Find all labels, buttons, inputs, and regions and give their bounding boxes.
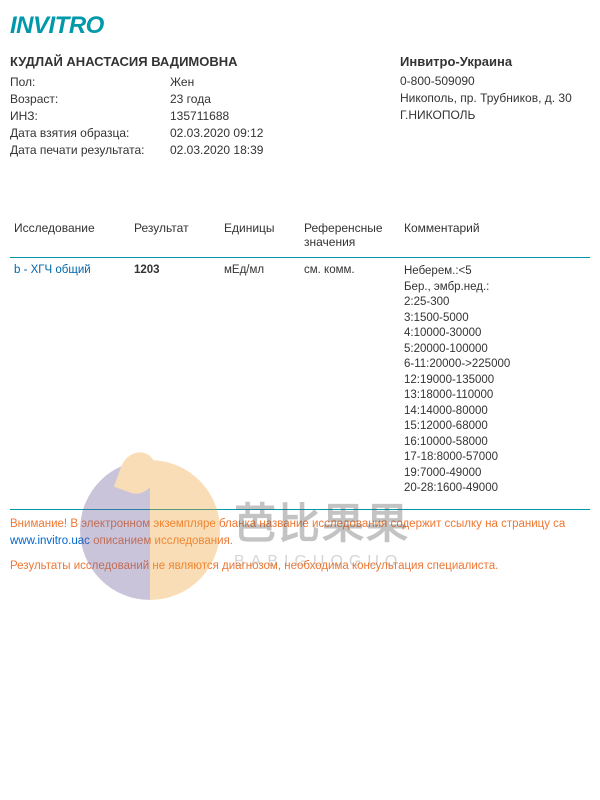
footer-separator xyxy=(10,509,590,510)
col-units: Единицы xyxy=(220,217,300,258)
col-test: Исследование xyxy=(10,217,130,258)
footer-link-suffix: описанием исследования. xyxy=(90,535,233,547)
org-address1: Никополь, пр. Трубников, д. 30 xyxy=(400,90,590,107)
cell-result: 1203 xyxy=(130,258,220,503)
inz-label: ИНЗ: xyxy=(10,109,170,123)
sex-value: Жен xyxy=(170,75,400,89)
brand-logo: INVITRO xyxy=(10,12,590,40)
footer-link[interactable]: www.invitro.uac xyxy=(10,535,90,547)
results-table-wrap: Исследование Результат Единицы Референсн… xyxy=(10,217,590,572)
patient-info-grid: Пол: Жен Возраст: 23 года ИНЗ: 135711688… xyxy=(10,75,400,157)
sex-label: Пол: xyxy=(10,75,170,89)
sample-date-value: 02.03.2020 09:12 xyxy=(170,126,400,140)
cell-ref: см. комм. xyxy=(300,258,400,503)
cell-units: мЕд/мл xyxy=(220,258,300,503)
cell-test: b - ХГЧ общий xyxy=(10,258,130,503)
results-table: Исследование Результат Единицы Референсн… xyxy=(10,217,590,503)
table-header-row: Исследование Результат Единицы Референсн… xyxy=(10,217,590,258)
org-address2: Г.НИКОПОЛЬ xyxy=(400,107,590,124)
org-name: Инвитро-Украина xyxy=(400,54,590,69)
col-ref: Референсные значения xyxy=(300,217,400,258)
sample-date-label: Дата взятия образца: xyxy=(10,126,170,140)
inz-value: 135711688 xyxy=(170,109,400,123)
org-phone: 0-800-509090 xyxy=(400,73,590,90)
patient-block: КУДЛАЙ АНАСТАСИЯ ВАДИМОВНА Пол: Жен Возр… xyxy=(10,54,400,157)
header-section: КУДЛАЙ АНАСТАСИЯ ВАДИМОВНА Пол: Жен Возр… xyxy=(10,54,590,157)
patient-name: КУДЛАЙ АНАСТАСИЯ ВАДИМОВНА xyxy=(10,54,400,69)
warn-text: В электронном экземпляре бланка название… xyxy=(67,518,565,530)
footer-warning: Внимание! В электронном экземпляре бланк… xyxy=(10,516,590,551)
age-label: Возраст: xyxy=(10,92,170,106)
cell-comment: Неберем.:<5 Бер., эмбр.нед.: 2:25-300 3:… xyxy=(400,258,590,503)
age-value: 23 года xyxy=(170,92,400,106)
warn-prefix: Внимание! xyxy=(10,518,67,530)
col-result: Результат xyxy=(130,217,220,258)
col-comment: Комментарий xyxy=(400,217,590,258)
print-date-label: Дата печати результата: xyxy=(10,143,170,157)
footer-disclaimer: Результаты исследований не являются диаг… xyxy=(10,560,590,572)
table-row: b - ХГЧ общий 1203 мЕд/мл см. комм. Небе… xyxy=(10,258,590,503)
print-date-value: 02.03.2020 18:39 xyxy=(170,143,400,157)
org-block: Инвитро-Украина 0-800-509090 Никополь, п… xyxy=(400,54,590,123)
